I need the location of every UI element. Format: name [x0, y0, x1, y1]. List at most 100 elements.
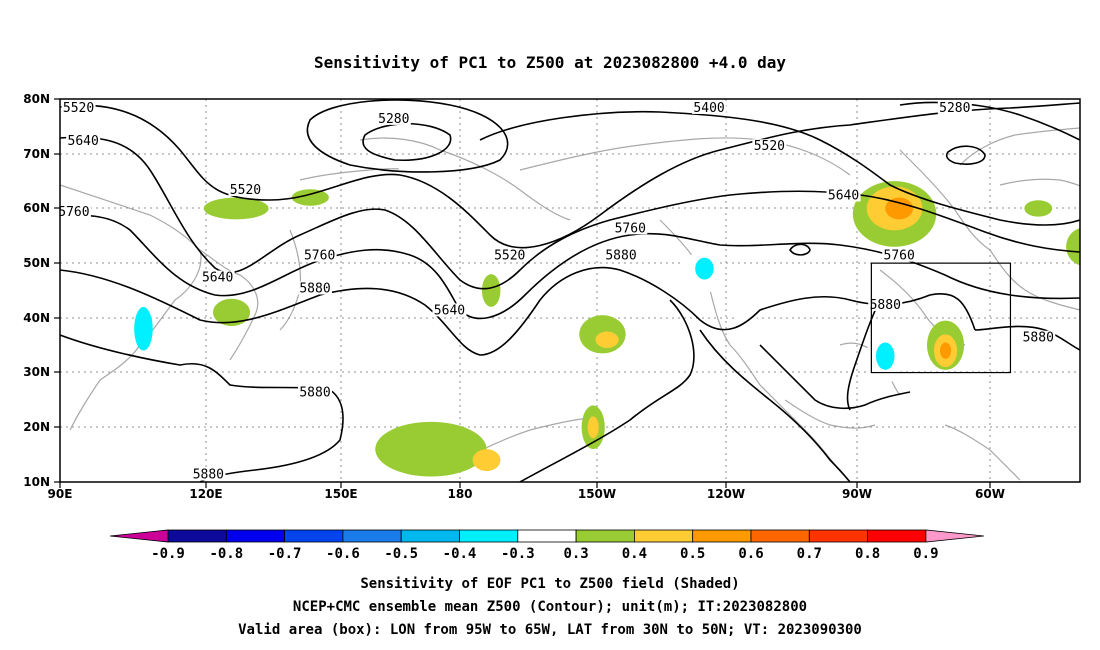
contour-label-background	[752, 139, 787, 153]
map-background	[60, 99, 1080, 482]
colorbar-swatch	[808, 529, 868, 543]
contour-5400	[479, 110, 1080, 226]
contour-label-background	[492, 248, 527, 262]
sensitivity-blob	[203, 197, 269, 220]
sensitivity-blob	[60, 224, 84, 258]
lon-tick-label: 150W	[578, 487, 616, 501]
figure-title: Sensitivity of PC1 to Z500 at 2023082800…	[314, 53, 786, 72]
colorbar: -0.9 -0.8 -0.7 -0.6 -0.5 -0.4 -0.3 0.3 0.4 0.5 0.6…	[109, 529, 984, 562]
contour-label-background	[298, 281, 332, 295]
colorbar-tick-label: 0.8	[855, 546, 880, 562]
lat-tick-label: 70N	[23, 147, 50, 161]
valid-area-box	[870, 262, 1012, 374]
sensitivity-blob	[1080, 239, 1099, 255]
lon-tick-label: 90E	[48, 487, 73, 501]
sensitivity-blob	[876, 342, 895, 370]
lat-tick-label: 20N	[23, 420, 50, 434]
contour-label: 5640	[68, 134, 99, 149]
colorbar-tick-label: 0.4	[622, 546, 647, 562]
colorbar-tick-label: 0.7	[797, 546, 822, 562]
contour-label-background	[613, 221, 648, 235]
colorbar-swatch	[750, 529, 810, 543]
contour-label-background	[228, 183, 263, 197]
colorbar-swatch	[867, 529, 927, 543]
contour-label: 5880	[193, 468, 224, 483]
sensitivity-blob	[398, 161, 436, 179]
contour-label-background	[302, 248, 337, 262]
contour-label-background	[298, 385, 332, 399]
lat-tick-labels: 80N 70N 60N 50N 40N 30N 20N 10N	[23, 92, 50, 489]
contour-label: 5880	[870, 298, 901, 313]
caption-contour: NCEP+CMC ensemble mean Z500 (Contour); u…	[293, 599, 807, 615]
colorbar-tick-label: -0.3	[501, 546, 535, 562]
contour-label: 5760	[58, 205, 89, 220]
sensitivity-blob	[213, 298, 251, 327]
contour-label: 5520	[494, 249, 525, 264]
sensitivity-blob	[885, 197, 914, 220]
lat-tick-label: 80N	[23, 92, 50, 106]
contour-label: 5280	[378, 112, 409, 127]
contour-label-background	[868, 297, 903, 311]
contour-label: 5640	[434, 303, 465, 318]
contour-label: 5880	[299, 385, 330, 400]
contour-label-background	[61, 100, 96, 114]
lon-tick-label: 150E	[324, 487, 357, 501]
contour-label-background	[1021, 330, 1056, 344]
contour-5280-low	[306, 99, 509, 173]
lat-tick-label: 40N	[23, 311, 50, 325]
contour-label: 5880	[1023, 331, 1054, 346]
contour-5280-east	[899, 101, 1080, 141]
colorbar-tick-label: -0.4	[443, 546, 477, 562]
lon-tick-label: 180	[447, 487, 472, 501]
colorbar-swatch	[459, 529, 519, 543]
contour-5880	[60, 266, 976, 356]
contour-label-background	[882, 248, 917, 262]
contour-label: 5640	[202, 271, 233, 286]
caption-valid-area: Valid area (box): LON from 95W to 65W, L…	[238, 622, 862, 638]
captions: Sensitivity of EOF PC1 to Z500 field (Sh…	[238, 576, 862, 638]
sensitivity-blob	[291, 189, 329, 206]
colorbar-over-triangle	[925, 529, 984, 543]
contour-label: 5400	[693, 101, 724, 116]
colorbar-swatch	[692, 529, 752, 543]
contour-label-background	[200, 270, 235, 284]
colorbar-swatch	[167, 529, 227, 543]
contour-label: 5760	[304, 249, 335, 264]
colorbar-tick-label: -0.6	[326, 546, 360, 562]
sensitivity-blob	[481, 274, 501, 307]
contour-label-background	[66, 133, 101, 147]
sensitivity-blob	[727, 293, 765, 321]
colorbar-swatch	[517, 529, 577, 543]
contour-5280-ring	[945, 145, 986, 165]
sensitivity-blob	[472, 449, 501, 472]
map-frame	[59, 98, 1081, 483]
lat-tick-label: 50N	[23, 256, 50, 270]
contour-label-background	[376, 111, 411, 125]
lat-tick-label: 60N	[23, 201, 50, 215]
colorbar-swatch	[284, 529, 344, 543]
contour-label: 5280	[939, 101, 970, 116]
colorbar-swatch	[400, 529, 460, 543]
contour-east-dip	[846, 299, 881, 411]
sensitivity-blob	[939, 342, 952, 359]
contour-small-ring	[789, 243, 811, 256]
contour-label-background	[60, 204, 91, 218]
colorbar-swatch	[342, 529, 402, 543]
contour-label: 5880	[605, 249, 636, 264]
contour-label-background	[937, 100, 972, 114]
contour-label: 5520	[230, 183, 261, 198]
coastlines	[60, 127, 1080, 481]
colorbar-tick-label: -0.9	[151, 546, 185, 562]
colorbar-tick-label: -0.8	[209, 546, 243, 562]
contour-5760	[60, 214, 1080, 320]
contour-label-background	[692, 100, 727, 114]
contour-label: 5760	[615, 221, 646, 236]
contour-labels: 5520 5640 5760 5520 5640 5760 5880 5280 5880 5880…	[58, 100, 1056, 483]
colorbar-tick-label: -0.7	[268, 546, 302, 562]
sensitivity-blob	[595, 331, 619, 348]
contour-label-background	[826, 188, 861, 202]
sensitivity-blob	[587, 416, 599, 439]
contour-label: 5640	[828, 188, 859, 203]
sensitivity-blob	[695, 257, 714, 280]
